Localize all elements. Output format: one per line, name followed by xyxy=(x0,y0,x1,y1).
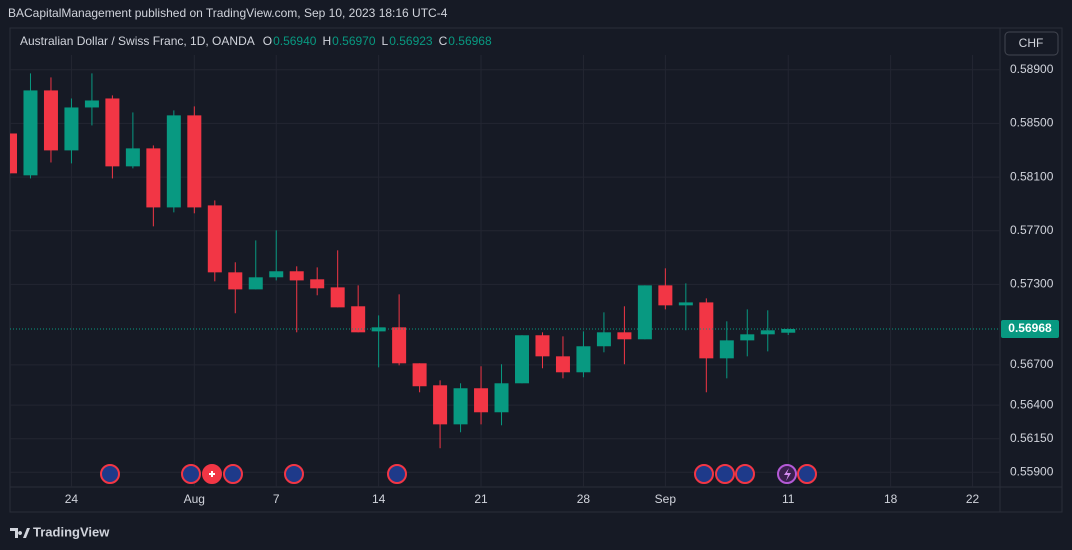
candle-body xyxy=(760,330,775,335)
ohlc-key: L xyxy=(382,34,389,48)
candle-body xyxy=(412,363,427,387)
ohlc-legend: Australian Dollar / Swiss Franc, 1D, OAN… xyxy=(20,34,492,48)
y-tick-label: 0.58500 xyxy=(1010,116,1054,130)
y-tick-label: 0.58900 xyxy=(1010,62,1054,76)
event-icon[interactable] xyxy=(715,464,735,484)
candle-body xyxy=(494,383,509,413)
y-tick-label: 0.57700 xyxy=(1010,223,1054,237)
chart-frame xyxy=(9,27,1063,513)
y-tick-label: 0.56700 xyxy=(1010,357,1054,371)
ohlc-key: C xyxy=(439,34,448,48)
candle-body xyxy=(10,133,17,174)
candle-body xyxy=(781,328,796,333)
candle-body xyxy=(310,279,325,289)
candle-body xyxy=(248,277,263,290)
brand-mark xyxy=(10,528,30,538)
candle-body xyxy=(351,306,366,333)
candle-body xyxy=(330,287,345,308)
candle-body xyxy=(474,388,489,413)
candle-body xyxy=(555,356,570,373)
candle-body xyxy=(64,107,79,151)
candle-body xyxy=(269,271,284,278)
x-tick-label: 18 xyxy=(884,492,898,506)
candle-body xyxy=(740,334,755,341)
candle-body xyxy=(289,271,304,281)
event-icon[interactable] xyxy=(284,464,304,484)
candle-body xyxy=(453,388,468,425)
y-tick-label: 0.56150 xyxy=(1010,431,1054,445)
y-tick-label: 0.57300 xyxy=(1010,277,1054,291)
grid-layer xyxy=(10,55,1000,487)
event-icon[interactable] xyxy=(387,464,407,484)
candle-body xyxy=(23,90,38,176)
currency-label[interactable]: CHF xyxy=(1019,36,1044,50)
x-tick-label: 22 xyxy=(966,492,980,506)
lightning xyxy=(784,468,791,481)
x-tick-label: 7 xyxy=(273,492,280,506)
candle-body xyxy=(535,335,550,357)
candle-body xyxy=(371,327,386,332)
y-tick-label: 0.56400 xyxy=(1010,397,1054,411)
event-icon[interactable] xyxy=(735,464,755,484)
ohlc-key: O xyxy=(263,34,272,48)
candle-body xyxy=(617,332,632,340)
currency-button[interactable] xyxy=(1004,31,1059,56)
x-tick-label: 11 xyxy=(782,492,795,506)
time-axis: 24 Aug 7 14 21 28 Sep 11 18 22 xyxy=(65,492,980,506)
y-tick-label: 0.58100 xyxy=(1010,169,1054,183)
event-icon[interactable] xyxy=(223,464,243,484)
candles xyxy=(10,73,1000,449)
x-tick-label: 28 xyxy=(577,492,591,506)
candle-body xyxy=(596,332,611,347)
candle-body xyxy=(105,98,120,167)
brand-logo: TradingView xyxy=(10,524,110,539)
publisher-line: BACapitalManagement published on Trading… xyxy=(8,6,448,20)
candle-body xyxy=(187,115,202,208)
y-tick-label: 0.55900 xyxy=(1010,464,1054,478)
swiss-cross xyxy=(209,471,215,477)
x-tick-label: Sep xyxy=(655,492,677,506)
candle-body xyxy=(125,148,140,167)
brand-name: TradingView xyxy=(33,524,110,539)
ohlc-value: 0.56968 xyxy=(448,34,492,48)
candle-body xyxy=(719,340,734,359)
last-price-label: 0.56968 xyxy=(1008,321,1052,335)
candle-body xyxy=(207,205,222,273)
candle-body xyxy=(43,90,58,151)
ohlc-key: H xyxy=(322,34,331,48)
x-tick-label: 21 xyxy=(474,492,488,506)
ohlc-value: 0.56970 xyxy=(332,34,376,48)
ohlc-value: 0.56923 xyxy=(389,34,433,48)
candle-body xyxy=(658,285,673,306)
symbol-name: Australian Dollar / Swiss Franc, 1D, OAN… xyxy=(20,34,255,48)
candle-body xyxy=(576,346,591,373)
x-tick-label: Aug xyxy=(184,492,205,506)
candle-body xyxy=(637,285,652,340)
event-icon[interactable] xyxy=(181,464,201,484)
candle-body xyxy=(699,302,714,359)
price-axis: 0.55900 0.56150 0.56400 0.56700 0.57300 0.577… xyxy=(1010,62,1054,478)
last-price-box xyxy=(1001,319,1059,338)
candle-body xyxy=(84,100,99,108)
candle-body xyxy=(515,335,529,384)
candle-body xyxy=(166,115,181,208)
x-tick-label: 14 xyxy=(372,492,386,506)
event-icons xyxy=(100,464,817,484)
candle-body xyxy=(392,327,407,364)
event-icon[interactable] xyxy=(100,464,120,484)
x-tick-label: 24 xyxy=(65,492,79,506)
candle-body xyxy=(146,148,161,208)
candle-body xyxy=(228,272,243,290)
ohlc-value: 0.56940 xyxy=(273,34,317,48)
candle-body xyxy=(433,385,448,425)
event-icon[interactable] xyxy=(694,464,714,484)
event-icon[interactable] xyxy=(797,464,817,484)
candle-body xyxy=(678,302,693,306)
